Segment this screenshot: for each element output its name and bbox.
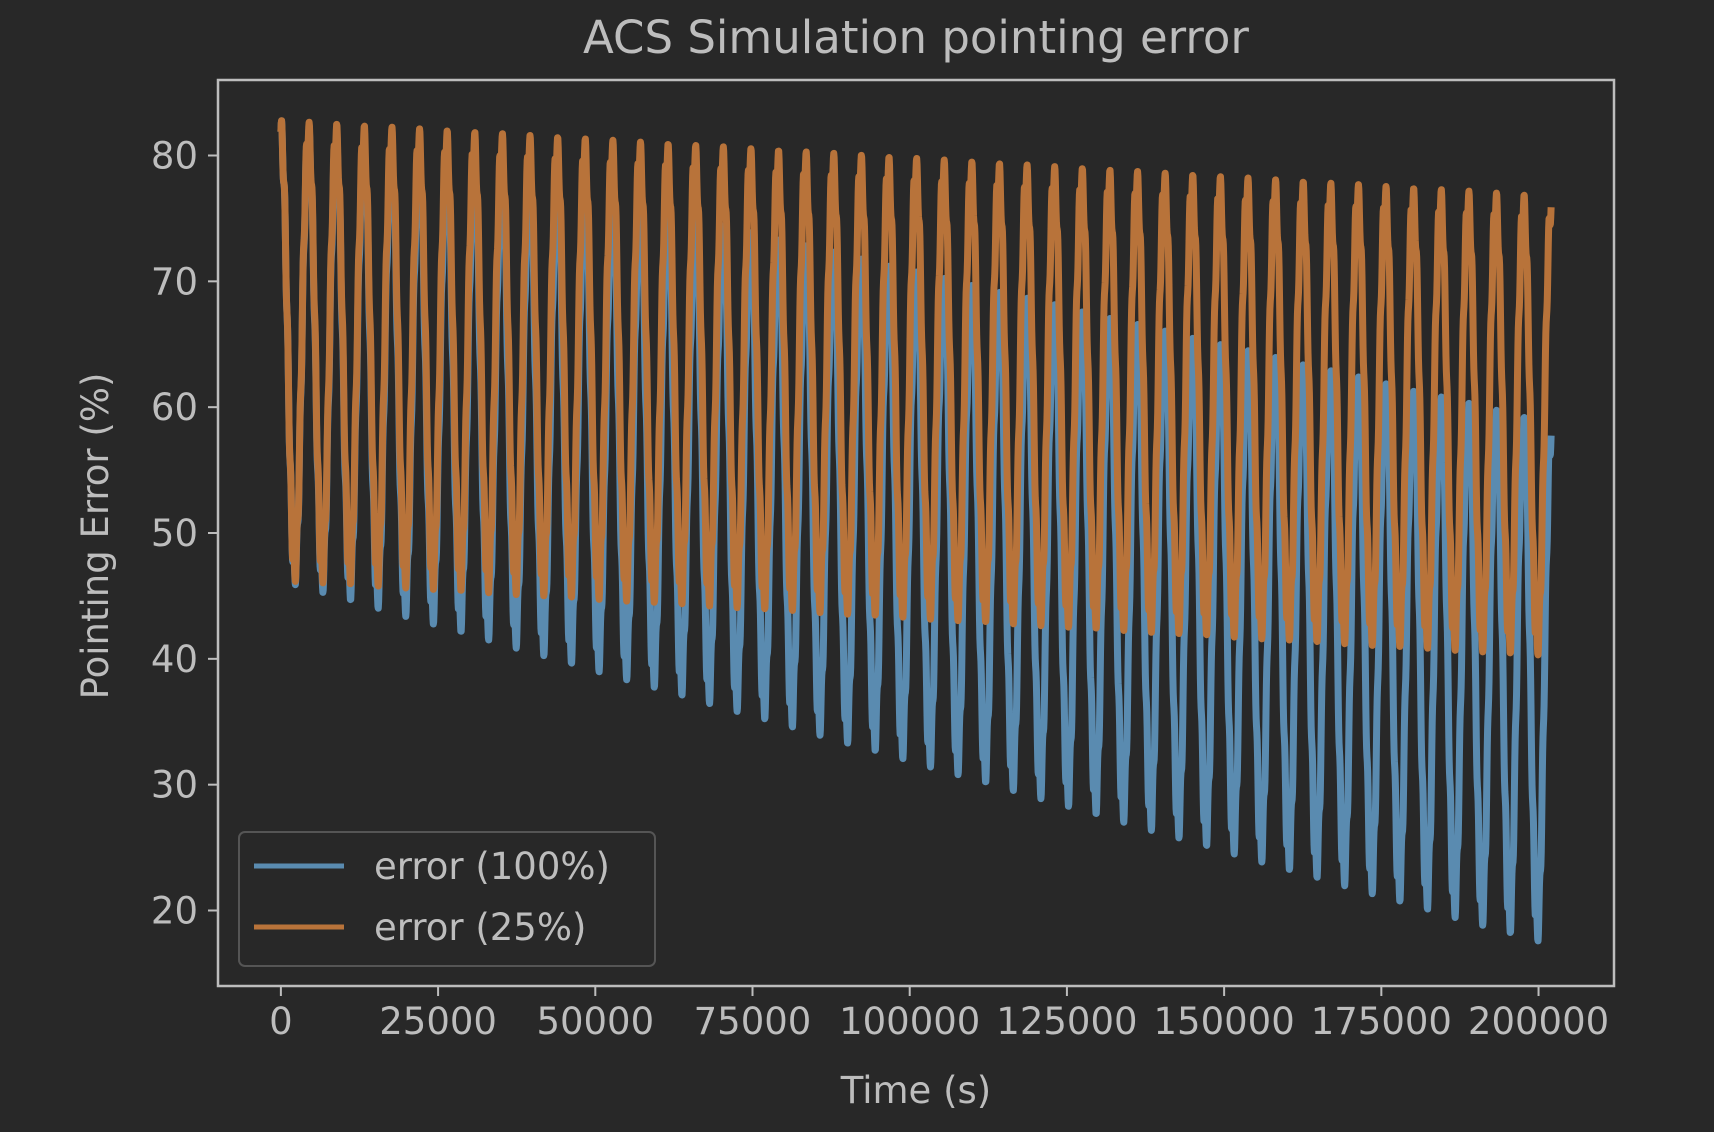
x-tick-label: 0 bbox=[269, 1000, 293, 1043]
x-axis-label: Time (s) bbox=[840, 1069, 991, 1112]
y-tick-label: 40 bbox=[151, 638, 198, 681]
y-tick-label: 20 bbox=[151, 890, 198, 933]
y-axis-label: Pointing Error (%) bbox=[74, 373, 117, 700]
series-line-error-25 bbox=[277, 117, 1555, 659]
x-tick-label: 175000 bbox=[1311, 1000, 1452, 1043]
y-tick-label: 80 bbox=[151, 135, 198, 178]
legend-label-error-100: error (100%) bbox=[374, 845, 610, 888]
y-axis: 20 30 40 50 60 70 80 bbox=[151, 135, 218, 933]
x-axis: 0 25000 50000 75000 100000 125000 150000 175000… bbox=[269, 986, 1609, 1043]
y-tick-label: 60 bbox=[151, 386, 198, 429]
x-tick-label: 150000 bbox=[1154, 1000, 1295, 1043]
legend: error (100%) error (25%) bbox=[238, 831, 656, 967]
y-tick-label: 70 bbox=[151, 260, 198, 303]
chart-title: ACS Simulation pointing error bbox=[583, 11, 1249, 64]
legend-label-error-25: error (25%) bbox=[374, 906, 586, 949]
y-tick-label: 30 bbox=[151, 764, 198, 807]
y-tick-label: 50 bbox=[151, 512, 198, 555]
x-tick-label: 25000 bbox=[379, 1000, 497, 1043]
x-tick-label: 75000 bbox=[694, 1000, 812, 1043]
x-tick-label: 100000 bbox=[839, 1000, 980, 1043]
x-tick-label: 200000 bbox=[1468, 1000, 1609, 1043]
x-tick-label: 50000 bbox=[536, 1000, 654, 1043]
series-layer bbox=[277, 117, 1555, 945]
x-tick-label: 125000 bbox=[996, 1000, 1137, 1043]
